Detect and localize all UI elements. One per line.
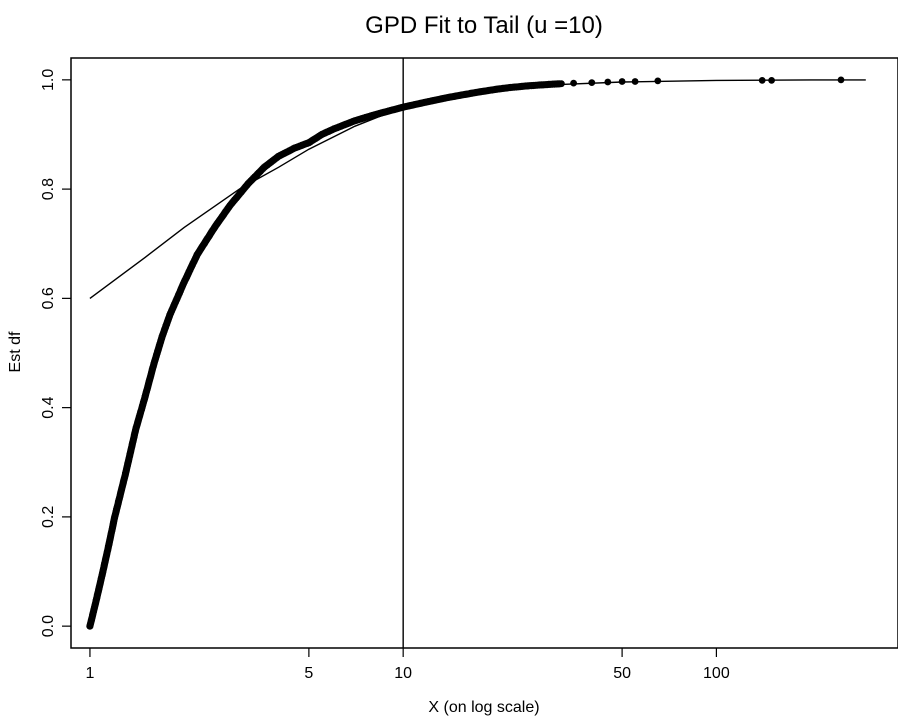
data-point [180,278,188,286]
data-point [570,79,577,87]
data-point [86,622,94,630]
y-tick-label: 0.2 [40,506,57,528]
x-tick-label: 100 [703,665,730,682]
data-point [385,107,393,115]
y-axis: 0.0 0.2 0.4 0.6 0.8 1.0 [40,69,71,637]
data-point [122,469,129,477]
data-point [369,112,377,119]
data-point [618,78,626,85]
empirical-points [86,76,845,630]
data-point [588,79,596,86]
data-point [399,103,407,111]
x-tick-label: 5 [304,665,313,682]
y-axis-label: Est df [7,331,24,372]
data-point [193,251,201,259]
data-point [654,77,662,85]
y-tick-label: 0.6 [40,287,57,309]
data-point [549,80,556,88]
data-point [226,202,234,209]
data-point [463,90,471,98]
chart-title: GPD Fit to Tail (u =10) [365,12,603,39]
data-point [166,311,174,319]
data-point [494,85,501,93]
gpd-fit-line [89,79,866,299]
data-point [524,82,532,90]
data-point [132,426,140,433]
data-point [150,360,158,368]
x-tick-label: 50 [613,665,631,682]
data-point [424,98,432,106]
y-tick-label: 1.0 [40,69,57,91]
data-point [260,163,268,171]
data-point [99,568,107,575]
data-point [604,78,612,86]
data-point [275,152,282,160]
data-point [539,81,547,89]
x-axis-label: X (on log scale) [428,699,539,716]
plot-frame [70,57,898,649]
data-point [445,93,453,101]
y-tick-label: 0.8 [40,178,57,200]
x-tick-label: 1 [85,665,94,682]
data-point [111,513,119,521]
y-tick-label: 0.0 [40,615,57,637]
x-axis: 1 5 10 50 100 [85,648,730,682]
data-point [330,125,338,133]
data-point [291,144,298,152]
data-point [244,180,252,188]
data-point [631,78,639,85]
data-point [507,84,514,91]
data-point [141,393,149,401]
data-point [837,76,845,84]
data-point [351,117,359,125]
data-point [105,540,113,548]
y-tick-label: 0.4 [40,396,57,418]
data-point [768,77,775,84]
data-point [479,87,487,95]
data-point [318,131,326,138]
x-tick-label: 10 [394,665,412,682]
data-point [211,224,219,231]
data-point [158,333,166,340]
data-point [305,139,313,147]
data-point [758,77,766,84]
data-point [93,595,100,603]
data-point [558,80,565,88]
